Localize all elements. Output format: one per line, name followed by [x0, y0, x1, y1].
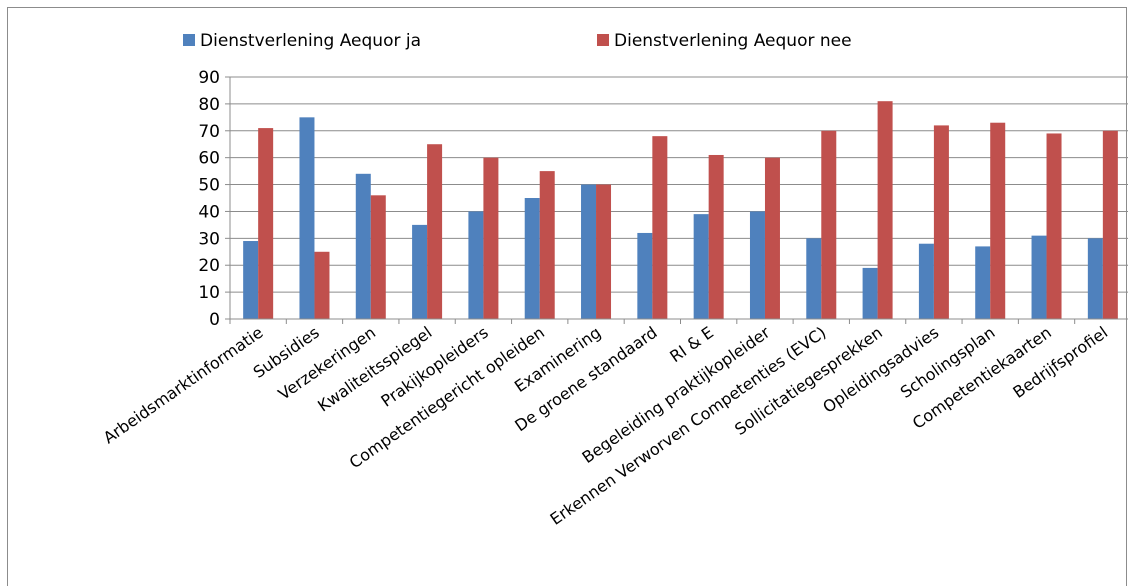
y-tick-label: 20 [198, 256, 220, 276]
legend-entry: Dienstverlening Aequor ja [183, 31, 421, 51]
y-tick-label: 40 [198, 202, 220, 222]
y-tick-label: 10 [198, 283, 220, 303]
bar-ja [468, 211, 484, 319]
bar-nee [427, 144, 443, 319]
legend-entry: Dienstverlening Aequor nee [597, 31, 852, 51]
bar-nee [764, 157, 780, 319]
bar-nee [1046, 133, 1062, 319]
bar-nee [652, 136, 668, 319]
category-label: Arbeidsmarktinformatie [100, 323, 267, 448]
y-tick-label: 90 [198, 68, 220, 88]
legend-swatch [183, 34, 195, 46]
bar-nee [877, 101, 893, 319]
bar-ja [1087, 238, 1103, 319]
legend: Dienstverlening Aequor ja Dienstverlening… [183, 31, 852, 51]
legend-label: Dienstverlening Aequor nee [614, 31, 852, 51]
bar-chart: 0 10 20 30 40 50 60 70 80 90 Arbeidsmarktinformat… [100, 31, 1128, 529]
y-tick-label: 80 [198, 95, 220, 115]
y-tick-label: 70 [198, 122, 220, 142]
bar-ja [412, 224, 428, 319]
bar-ja [918, 243, 934, 319]
legend-label: Dienstverlening Aequor ja [200, 31, 421, 51]
bar-ja [299, 117, 315, 319]
bar-ja [862, 267, 878, 319]
y-tick-label: 30 [198, 229, 220, 249]
bar-nee [539, 171, 555, 319]
bar-nee [821, 130, 837, 319]
bar-ja [637, 232, 653, 319]
legend-swatch [597, 34, 609, 46]
bar-ja [355, 173, 371, 319]
bar-ja [243, 241, 259, 319]
chart-frame: 0 10 20 30 40 50 60 70 80 90 Arbeidsmarktinformat… [7, 7, 1128, 586]
y-tick-label: 0 [209, 310, 220, 330]
bar-ja [1031, 235, 1047, 319]
bar-nee [314, 251, 330, 319]
bar-ja [693, 214, 709, 319]
y-tick-label: 60 [198, 149, 220, 169]
bar-ja [806, 238, 822, 319]
bar-nee [1102, 130, 1118, 319]
axes [225, 76, 1128, 324]
y-tick-labels: 0 10 20 30 40 50 60 70 80 90 [198, 68, 220, 330]
bar-ja [749, 211, 765, 319]
bar-nee [370, 195, 386, 319]
bar-nee [708, 154, 724, 319]
bar-ja [975, 246, 991, 319]
category-label: Bedrijfsprofiel [1009, 323, 1111, 402]
bar-ja [524, 198, 540, 319]
bar-ja [581, 184, 597, 319]
bar-nee [596, 184, 612, 319]
bar-nee [483, 157, 499, 319]
bar-nee [258, 128, 274, 319]
bars [243, 101, 1118, 320]
category-label: Competentiegericht opleiden [346, 323, 548, 473]
bar-nee [990, 122, 1006, 319]
x-tick-labels: ArbeidsmarktinformatieSubsidiesVerzekeri… [100, 322, 1111, 528]
bar-nee [933, 125, 949, 320]
y-tick-label: 50 [198, 176, 220, 196]
